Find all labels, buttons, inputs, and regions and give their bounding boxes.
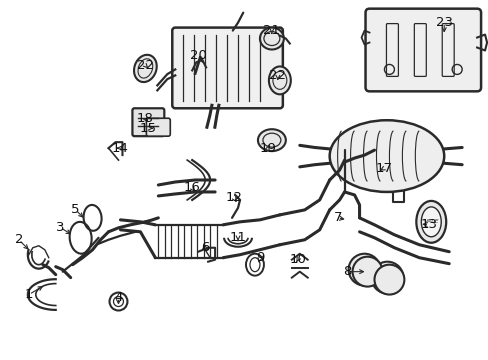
Ellipse shape [421,207,440,237]
Text: 2: 2 [15,233,23,246]
Text: 5: 5 [71,203,80,216]
Text: 19: 19 [259,141,276,155]
Text: 9: 9 [255,251,264,264]
Text: 15: 15 [140,122,157,135]
Text: 13: 13 [420,218,437,231]
Text: 3: 3 [56,221,65,234]
Text: 7: 7 [333,211,341,224]
Text: 16: 16 [183,181,200,194]
Ellipse shape [415,201,446,243]
Text: 20: 20 [189,49,206,62]
Text: 10: 10 [289,253,305,266]
FancyBboxPatch shape [132,108,164,136]
Text: 8: 8 [343,265,351,278]
Text: 14: 14 [112,141,129,155]
Text: 11: 11 [229,231,246,244]
Text: 4: 4 [114,291,122,304]
Text: 23: 23 [435,16,452,29]
Text: VALE: VALE [423,219,438,224]
Ellipse shape [258,129,285,151]
Ellipse shape [260,28,283,50]
FancyBboxPatch shape [172,28,282,108]
Text: 1: 1 [24,288,33,301]
Circle shape [348,254,380,285]
Text: 22: 22 [269,69,286,82]
Circle shape [374,265,404,294]
Text: 22: 22 [137,59,154,72]
FancyBboxPatch shape [146,118,170,136]
Text: 12: 12 [225,192,242,204]
Text: 6: 6 [201,241,209,254]
Text: 21: 21 [263,24,280,37]
Text: 17: 17 [375,162,392,175]
Circle shape [352,257,382,287]
Ellipse shape [329,120,443,192]
Text: 18: 18 [137,112,154,125]
Ellipse shape [268,67,290,94]
Ellipse shape [134,55,157,82]
Circle shape [371,262,403,293]
FancyBboxPatch shape [365,9,480,91]
